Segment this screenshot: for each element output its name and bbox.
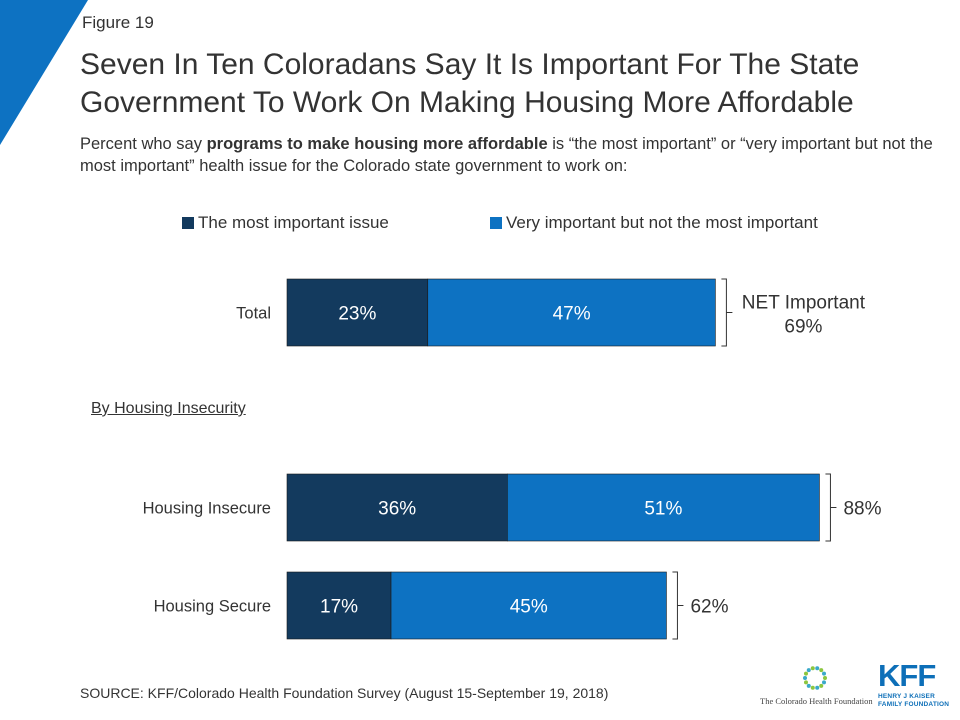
- net-label: NET Important: [742, 293, 866, 314]
- kff-logo-line1: HENRY J KAISER: [878, 693, 935, 700]
- section-label: By Housing Insecurity: [91, 400, 246, 417]
- subtitle-pre: Percent who say: [80, 135, 207, 153]
- cohf-logo-text: The Colorado Health Foundation: [760, 696, 873, 706]
- kff-logo: KFF HENRY J KAISER FAMILY FOUNDATION: [878, 658, 950, 712]
- category-label: Total: [236, 305, 271, 323]
- legend-label-most-important: The most important issue: [198, 213, 389, 232]
- net-value: 69%: [784, 317, 822, 338]
- data-label: 45%: [510, 597, 548, 618]
- net-value: 62%: [690, 597, 728, 618]
- data-label: 23%: [338, 304, 376, 325]
- legend-item-most-important: The most important issue: [182, 213, 389, 233]
- data-label: 47%: [553, 304, 591, 325]
- net-bracket: [672, 571, 684, 640]
- category-label: Housing Secure: [154, 598, 271, 616]
- chart-legend: The most important issue Very important …: [0, 213, 960, 233]
- subtitle-bold: programs to make housing more affordable: [206, 135, 548, 153]
- legend-label-very-important: Very important but not the most importan…: [506, 213, 818, 232]
- category-label: Housing Insecure: [143, 500, 271, 518]
- colorado-health-foundation-logo: The Colorado Health Foundation: [760, 660, 873, 710]
- chart-subtitle: Percent who say programs to make housing…: [80, 133, 940, 177]
- bar-segment: [390, 571, 667, 640]
- chart-title: Seven In Ten Coloradans Say It Is Import…: [80, 48, 860, 119]
- legend-swatch-very-important: [490, 217, 502, 229]
- data-label: 51%: [644, 499, 682, 520]
- legend-item-very-important: Very important but not the most importan…: [490, 213, 818, 233]
- source-note: SOURCE: KFF/Colorado Health Foundation S…: [80, 685, 609, 701]
- legend-swatch-most-important: [182, 217, 194, 229]
- subtitle-post: is “the most important” or “very importa…: [80, 135, 933, 175]
- cohf-burst-icon: [803, 666, 827, 690]
- kff-logo-mark: KFF: [878, 658, 936, 693]
- net-bracket: [825, 473, 837, 542]
- data-label: 17%: [320, 597, 358, 618]
- bar-segment: [427, 278, 716, 347]
- kff-logo-line2: FAMILY FOUNDATION: [878, 701, 950, 708]
- net-value: 88%: [843, 499, 881, 520]
- figure-label: Figure 19: [82, 13, 154, 32]
- data-label: 36%: [378, 499, 416, 520]
- bar-segment: [286, 278, 429, 347]
- corner-accent-shape: [0, 0, 88, 145]
- bar-segment: [286, 473, 508, 542]
- net-bracket: [721, 278, 733, 347]
- bar-segment: [507, 473, 820, 542]
